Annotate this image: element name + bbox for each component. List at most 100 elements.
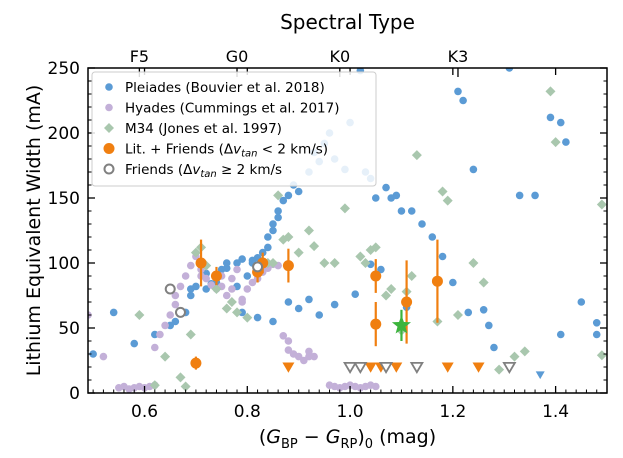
hyades-point: [171, 300, 180, 309]
pleiades-point: [490, 343, 498, 352]
friends-point: [174, 306, 186, 318]
pleiades-upper-limit: [535, 371, 545, 380]
friends-upper-limit: [502, 361, 517, 375]
pleiades-point: [371, 194, 380, 202]
pleiades-point: [264, 243, 272, 252]
pleiades-point: [243, 272, 252, 280]
lit-friends-point: [401, 296, 413, 308]
m34-point: [267, 258, 278, 268]
axes-layer: 0.6 0.8 1.0 1.2 1.4 0 50 100 150 200 250 F5 G0 K0 K3: [48, 47, 608, 422]
m34-point: [185, 329, 196, 340]
hyades-point: [176, 282, 185, 291]
lit-friends-point: [195, 257, 207, 269]
legend-marker: [103, 163, 115, 175]
pleiades-point: [305, 295, 313, 304]
pleiades-point: [556, 330, 565, 339]
m34-point: [283, 232, 294, 242]
pleiades-point: [284, 191, 293, 200]
pleiades-point: [469, 165, 478, 174]
friends-upper-limit: [409, 361, 424, 375]
x-axis-label: (GBP − GRP)0 (mag): [259, 426, 436, 452]
y-tick-label: 150: [48, 189, 80, 209]
hyades-point: [238, 295, 246, 304]
spectral-type-label: F5: [130, 47, 149, 66]
legend-marker: [105, 83, 113, 91]
m34-point: [406, 271, 417, 281]
hyades-point: [243, 285, 252, 293]
spectral-type-label: K3: [448, 47, 469, 66]
y-tick-label: 100: [48, 254, 80, 274]
m34-point: [303, 225, 314, 236]
pleiades-point: [479, 306, 488, 314]
m34-point: [355, 251, 366, 262]
pleiades-point: [294, 187, 303, 196]
lit-friends-upper-limit: [364, 362, 377, 373]
legend-markers: [103, 83, 115, 175]
x-tick-label: 1.2: [439, 402, 466, 422]
m34-point: [411, 150, 422, 161]
pleiades-point: [171, 317, 180, 326]
pleiades-point: [253, 313, 262, 322]
m34-point: [221, 303, 232, 314]
hyades-point: [279, 332, 288, 340]
legend-marker: [103, 143, 115, 154]
hyades-point: [284, 337, 293, 345]
hyades-point: [207, 281, 216, 289]
m34-point: [339, 203, 350, 214]
hyades-point: [151, 343, 159, 352]
top-axis-title: Spectral Type: [280, 10, 415, 34]
legend-label-hyades: Hyades (Cummings et al. 2017): [125, 101, 339, 117]
friends-upper-limit: [342, 361, 358, 375]
lit-friends-point: [431, 275, 443, 287]
data-layer: [88, 68, 607, 393]
pleiades-point: [397, 207, 406, 215]
m34-point: [519, 346, 530, 357]
pleiades-point: [438, 252, 447, 261]
m34-point: [175, 372, 186, 383]
pleiades-point: [459, 96, 467, 105]
pleiades-point: [279, 196, 288, 205]
pleiades-point: [186, 291, 195, 300]
pleiades-point: [428, 233, 437, 241]
hyades-point: [228, 274, 236, 283]
pleiades-point: [330, 300, 339, 309]
pleiades-point: [274, 213, 282, 222]
legend-marker: [104, 123, 114, 133]
pleiades-point: [449, 278, 457, 287]
m34-point: [468, 258, 479, 268]
m34-point: [370, 242, 381, 253]
m34-point: [309, 241, 320, 252]
lit-friends-point: [370, 270, 382, 282]
m34-point: [545, 86, 556, 97]
pleiades-point: [264, 233, 272, 241]
pleiades-point: [222, 264, 231, 273]
m34-point: [211, 284, 222, 294]
legend-label-lit-friends: Lit. + Friends (Δvtan < 2 km/s): [125, 142, 328, 160]
pleiades-point: [562, 138, 570, 146]
pleiades-point: [577, 298, 586, 306]
m34-point: [329, 258, 340, 268]
hyades-point: [202, 274, 210, 283]
friends-point: [164, 283, 176, 295]
m34-point: [242, 312, 253, 323]
m34-point: [386, 284, 397, 294]
pleiades-point: [546, 113, 555, 122]
pleiades-point: [89, 350, 97, 358]
m34-point: [437, 186, 448, 197]
y-tick-label: 50: [58, 319, 80, 339]
lit-friends-upper-limit: [282, 362, 295, 373]
lit-friends-point: [190, 357, 202, 369]
legend-label-friends: Friends (Δvtan ≥ 2 km/s: [125, 162, 282, 180]
lit-friends-upper-limit: [390, 362, 403, 373]
y-tick-label: 200: [48, 124, 80, 144]
pleiades-point: [377, 265, 385, 274]
pleiades-point: [592, 319, 601, 327]
plot-frame: [87, 67, 608, 394]
m34-point: [232, 307, 243, 318]
hyades-point: [156, 330, 164, 339]
m34-point: [226, 297, 237, 307]
lit-friends-point: [210, 270, 222, 282]
legend-label-pleiades: Pleiades (Bouvier et al. 2018): [125, 80, 325, 96]
